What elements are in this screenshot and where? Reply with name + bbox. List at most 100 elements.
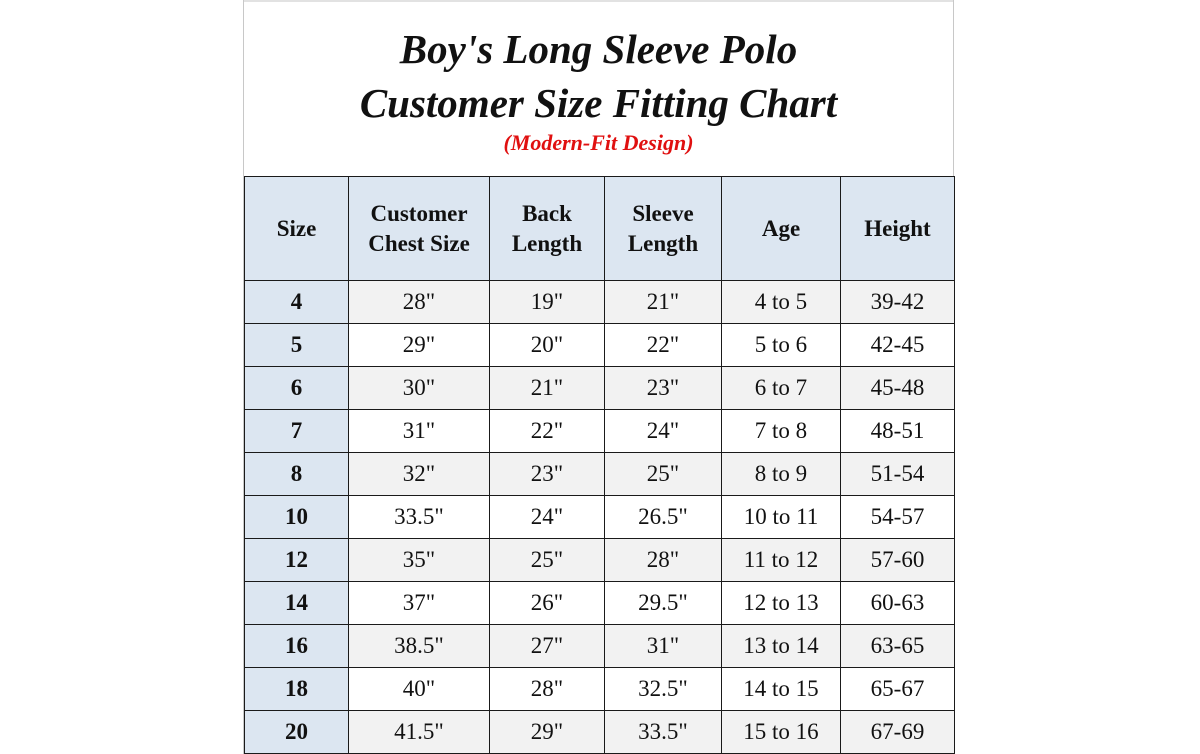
sleeve-length-cell: 29.5" [604,581,722,625]
header-size: Size [244,176,349,281]
chest-size-cell: 28" [348,280,490,324]
size-table: Size Customer Chest Size Back Length Sle… [244,176,955,754]
height-cell: 63-65 [840,624,955,668]
chart-subtitle: (Modern-Fit Design) [503,130,694,155]
sleeve-length-cell: 22" [604,323,722,367]
back-length-cell: 29" [489,710,605,754]
header-sleeve-length: Sleeve Length [604,176,722,281]
back-length-cell: 24" [489,495,605,539]
chest-size-cell: 38.5" [348,624,490,668]
header-back-length-line-1: Back [522,200,572,226]
age-cell: 11 to 12 [721,538,841,582]
size-cell: 14 [244,581,349,625]
age-cell: 10 to 11 [721,495,841,539]
size-cell: 7 [244,409,349,453]
table-row: 10 33.5" 24" 26.5" 10 to 11 54-57 [244,495,955,539]
sleeve-length-cell: 26.5" [604,495,722,539]
size-cell: 12 [244,538,349,582]
back-length-cell: 21" [489,366,605,410]
header-age: Age [721,176,841,281]
sleeve-length-cell: 23" [604,366,722,410]
size-table-body: 4 28" 19" 21" 4 to 5 39-42 5 29" 20" 22"… [244,280,955,754]
header-height: Height [840,176,955,281]
table-row: 7 31" 22" 24" 7 to 8 48-51 [244,409,955,453]
table-row: 6 30" 21" 23" 6 to 7 45-48 [244,366,955,410]
size-cell: 18 [244,667,349,711]
sleeve-length-cell: 32.5" [604,667,722,711]
chest-size-cell: 41.5" [348,710,490,754]
table-row: 14 37" 26" 29.5" 12 to 13 60-63 [244,581,955,625]
back-length-cell: 20" [489,323,605,367]
back-length-cell: 26" [489,581,605,625]
table-row: 16 38.5" 27" 31" 13 to 14 63-65 [244,624,955,668]
sleeve-length-cell: 28" [604,538,722,582]
chest-size-cell: 35" [348,538,490,582]
back-length-cell: 23" [489,452,605,496]
age-cell: 15 to 16 [721,710,841,754]
back-length-cell: 27" [489,624,605,668]
height-cell: 42-45 [840,323,955,367]
height-cell: 48-51 [840,409,955,453]
header-chest-size: Customer Chest Size [348,176,490,281]
table-row: 5 29" 20" 22" 5 to 6 42-45 [244,323,955,367]
chest-size-cell: 29" [348,323,490,367]
sleeve-length-cell: 33.5" [604,710,722,754]
chart-title-line-2: Customer Size Fitting Chart [359,80,838,126]
header-row: Size Customer Chest Size Back Length Sle… [244,176,955,281]
header-chest-size-line-1: Customer [370,200,468,226]
height-cell: 67-69 [840,710,955,754]
back-length-cell: 28" [489,667,605,711]
table-row: 8 32" 23" 25" 8 to 9 51-54 [244,452,955,496]
header-height-text: Height [864,215,931,241]
header-age-text: Age [761,215,801,241]
header-sleeve-length-line-1: Sleeve [632,200,694,226]
table-row: 4 28" 19" 21" 4 to 5 39-42 [244,280,955,324]
age-cell: 6 to 7 [721,366,841,410]
age-cell: 5 to 6 [721,323,841,367]
size-cell: 6 [244,366,349,410]
size-cell: 5 [244,323,349,367]
height-cell: 65-67 [840,667,955,711]
size-cell: 8 [244,452,349,496]
age-cell: 14 to 15 [721,667,841,711]
age-cell: 4 to 5 [721,280,841,324]
height-cell: 57-60 [840,538,955,582]
table-row: 20 41.5" 29" 33.5" 15 to 16 67-69 [244,710,955,754]
height-cell: 51-54 [840,452,955,496]
header-sleeve-length-line-2: Length [627,230,699,256]
back-length-cell: 22" [489,409,605,453]
size-cell: 10 [244,495,349,539]
table-row: 18 40" 28" 32.5" 14 to 15 65-67 [244,667,955,711]
size-cell: 16 [244,624,349,668]
chest-size-cell: 37" [348,581,490,625]
header-back-length-line-2: Length [511,230,583,256]
header-chest-size-line-2: Chest Size [368,230,470,256]
age-cell: 12 to 13 [721,581,841,625]
chest-size-cell: 31" [348,409,490,453]
height-cell: 39-42 [840,280,955,324]
age-cell: 8 to 9 [721,452,841,496]
sleeve-length-cell: 21" [604,280,722,324]
chest-size-cell: 33.5" [348,495,490,539]
back-length-cell: 25" [489,538,605,582]
sleeve-length-cell: 31" [604,624,722,668]
header-size-text: Size [276,215,317,241]
age-cell: 7 to 8 [721,409,841,453]
chest-size-cell: 32" [348,452,490,496]
chest-size-cell: 30" [348,366,490,410]
sheet-top-gridline [244,0,953,2]
chart-title-line-1: Boy's Long Sleeve Polo [399,26,798,72]
size-table-header: Size Customer Chest Size Back Length Sle… [244,176,955,281]
size-cell: 20 [244,710,349,754]
header-back-length: Back Length [489,176,605,281]
back-length-cell: 19" [489,280,605,324]
height-cell: 60-63 [840,581,955,625]
chest-size-cell: 40" [348,667,490,711]
size-cell: 4 [244,280,349,324]
sleeve-length-cell: 24" [604,409,722,453]
title-block: Boy's Long Sleeve Polo Customer Size Fit… [244,0,953,176]
table-row: 12 35" 25" 28" 11 to 12 57-60 [244,538,955,582]
height-cell: 54-57 [840,495,955,539]
height-cell: 45-48 [840,366,955,410]
age-cell: 13 to 14 [721,624,841,668]
